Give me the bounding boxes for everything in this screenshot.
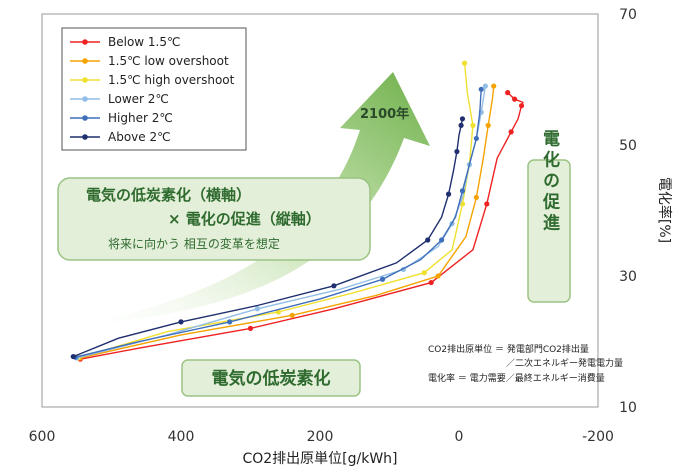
- series-point-2: [461, 60, 468, 66]
- series-point-0: [518, 103, 525, 109]
- series-point-2: [421, 270, 427, 276]
- series-point-4: [379, 276, 386, 282]
- series-point-0: [511, 96, 518, 102]
- x-tick-label: 0: [455, 429, 464, 445]
- series-point-5: [331, 283, 337, 289]
- series-point-0: [247, 325, 254, 331]
- series-point-1: [491, 83, 497, 89]
- series-layer: [70, 60, 525, 362]
- bottom-box: [181, 359, 361, 397]
- description-box: [57, 177, 371, 261]
- legend-box: [61, 27, 247, 151]
- series-point-4: [478, 86, 484, 92]
- series-point-5: [70, 353, 76, 360]
- series-point-5: [454, 148, 460, 155]
- series-point-5: [459, 116, 466, 122]
- y-tick-label: 10: [619, 400, 637, 416]
- series-point-2: [275, 309, 281, 315]
- description-line3: 将来に向かう 相互の変革を想定: [108, 236, 280, 251]
- series-point-5: [445, 191, 452, 197]
- legend-label: Lower 2℃: [108, 92, 169, 106]
- series-point-5: [178, 319, 184, 325]
- series-line-5: [73, 118, 464, 358]
- legend: Below 1.5℃ 1.5℃ low overshoot 1.5℃ high ov…: [70, 35, 235, 144]
- series-point-1: [485, 122, 491, 128]
- series-point-4: [439, 237, 445, 243]
- series-point-1: [473, 194, 479, 200]
- series-point-4: [473, 135, 479, 142]
- legend-label: 1.5℃ low overshoot: [108, 54, 229, 68]
- x-tick-label: -200: [582, 429, 614, 445]
- series-point-5: [458, 122, 464, 128]
- series-line-1: [80, 86, 495, 359]
- note-line1: CO2排出原単位 ＝ 発電部門CO2排出量: [428, 343, 589, 355]
- legend-marker: [82, 58, 88, 64]
- bottom-box-text: 電気の低炭素化: [212, 368, 331, 389]
- legend-label: Above 2℃: [108, 130, 171, 144]
- legend-label: 1.5℃ high overshoot: [108, 73, 235, 87]
- legend-label: Higher 2℃: [108, 111, 173, 125]
- series-point-0: [508, 129, 514, 135]
- y-tick-label: 30: [619, 269, 637, 285]
- x-tick-label: 200: [307, 429, 334, 445]
- series-point-2: [470, 122, 476, 128]
- legend-label: Below 1.5℃: [108, 35, 180, 49]
- series-point-3: [254, 306, 261, 312]
- x-axis-label: CO2排出原単位[g/kWh]: [242, 451, 397, 467]
- y-tick-label: 50: [619, 138, 637, 154]
- x-tick-label: 400: [168, 429, 195, 445]
- series-line-0: [80, 92, 524, 360]
- series-point-0: [428, 279, 434, 286]
- series-point-0: [505, 90, 511, 96]
- legend-marker: [82, 39, 88, 45]
- description-line2: × 電化の促進（縦軸）: [168, 210, 321, 228]
- legend-marker: [82, 96, 88, 102]
- series-point-4: [459, 188, 466, 194]
- series-point-5: [425, 237, 431, 243]
- series-point-1: [289, 312, 295, 318]
- series-point-4: [227, 319, 233, 325]
- y-tick-label: 70: [619, 7, 637, 23]
- tick-layer: 600 400 200 0 -200 10 30 50 70: [29, 7, 637, 445]
- legend-marker: [82, 77, 88, 83]
- vertical-box: [527, 159, 571, 303]
- note-line3: 電化率 ＝ 電力需要／最終エネルギー消費量: [428, 372, 605, 384]
- legend-marker: [82, 134, 88, 140]
- vertical-box-text: 電化の促進: [539, 129, 561, 234]
- series-point-0: [484, 201, 490, 207]
- series-point-3: [482, 83, 489, 89]
- series-point-1: [435, 273, 441, 279]
- description-line1: 電気の低炭素化（横軸）: [86, 186, 251, 204]
- y-axis-label: 電化率[%]: [656, 177, 673, 243]
- x-tick-label: 600: [29, 429, 56, 445]
- note-line2: ／二次エネルギー発電電力量: [506, 357, 623, 369]
- series-point-2: [459, 201, 466, 207]
- legend-marker: [82, 115, 88, 121]
- arrow-label: 2100年: [360, 106, 409, 122]
